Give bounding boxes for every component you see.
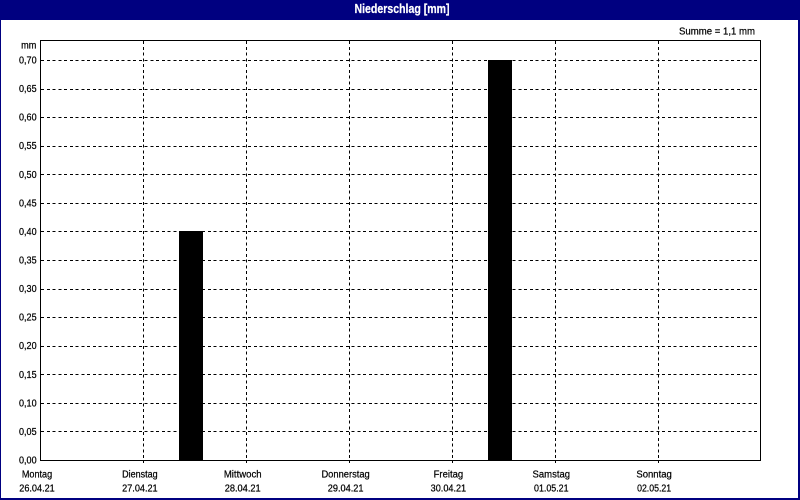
svg-text:0,40: 0,40 (19, 227, 37, 238)
svg-text:Freitag: Freitag (434, 469, 464, 480)
svg-text:26.04.21: 26.04.21 (19, 484, 55, 495)
svg-text:30.04.21: 30.04.21 (431, 484, 467, 495)
svg-text:02.05.21: 02.05.21 (637, 484, 671, 495)
svg-text:Sonntag: Sonntag (636, 469, 672, 480)
svg-text:Donnerstag: Donnerstag (321, 469, 369, 480)
svg-text:0,00: 0,00 (19, 456, 37, 467)
svg-text:29.04.21: 29.04.21 (328, 484, 364, 495)
svg-text:0,70: 0,70 (19, 56, 37, 67)
svg-text:0,15: 0,15 (19, 370, 37, 381)
svg-text:0,55: 0,55 (19, 141, 37, 152)
svg-text:mm: mm (21, 40, 36, 51)
svg-text:0,35: 0,35 (19, 256, 37, 267)
svg-text:Niederschlag [mm]: Niederschlag [mm] (355, 1, 450, 16)
svg-text:Montag: Montag (22, 469, 52, 480)
svg-text:28.04.21: 28.04.21 (225, 484, 261, 495)
svg-text:0,10: 0,10 (19, 398, 37, 409)
svg-text:Summe = 1,1 mm: Summe = 1,1 mm (679, 27, 755, 38)
svg-text:0,50: 0,50 (19, 170, 37, 181)
svg-text:0,30: 0,30 (19, 284, 37, 295)
svg-text:27.04.21: 27.04.21 (122, 484, 158, 495)
svg-text:Mittwoch: Mittwoch (224, 469, 262, 480)
svg-text:0,65: 0,65 (19, 84, 37, 95)
svg-text:Samstag: Samstag (533, 469, 571, 480)
svg-text:0,20: 0,20 (19, 341, 37, 352)
svg-text:0,05: 0,05 (19, 427, 37, 438)
svg-text:0,60: 0,60 (19, 113, 37, 124)
svg-text:0,45: 0,45 (19, 198, 37, 209)
svg-text:Dienstag: Dienstag (122, 469, 158, 480)
svg-text:0,25: 0,25 (19, 313, 37, 324)
svg-text:01.05.21: 01.05.21 (534, 484, 569, 495)
